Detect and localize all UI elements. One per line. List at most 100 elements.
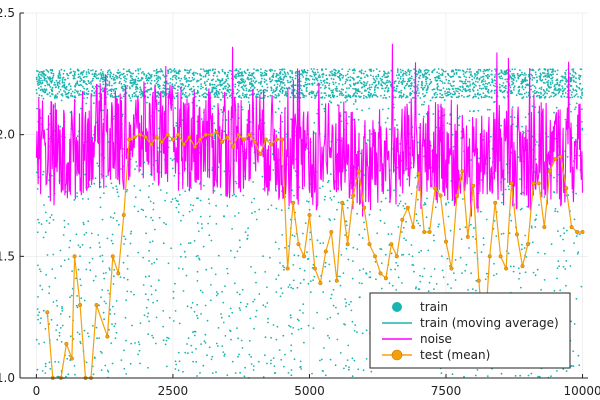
train-point xyxy=(471,83,474,85)
train-point xyxy=(536,268,539,271)
train-point xyxy=(417,80,420,83)
train-point xyxy=(187,83,190,86)
train-point xyxy=(381,87,384,90)
train-point xyxy=(227,77,230,80)
train-point xyxy=(302,76,305,78)
train-point xyxy=(37,318,39,321)
train-point xyxy=(521,125,523,128)
train-point xyxy=(87,198,90,200)
train-point xyxy=(162,310,165,312)
train-point xyxy=(249,74,252,77)
train-point xyxy=(243,95,246,98)
train-point xyxy=(82,71,84,74)
train-point xyxy=(43,204,45,206)
train-point xyxy=(333,94,336,97)
train-point xyxy=(189,204,192,206)
train-point xyxy=(102,89,105,91)
test-mean-point-19 xyxy=(154,135,159,140)
train-point xyxy=(440,96,443,99)
train-point xyxy=(112,89,115,92)
train-point xyxy=(217,70,220,73)
train-point xyxy=(369,93,372,95)
train-point xyxy=(333,74,336,77)
train-point xyxy=(452,69,454,72)
train-point xyxy=(196,375,198,377)
train-point xyxy=(480,210,482,213)
train-point xyxy=(48,292,50,295)
train-point xyxy=(220,313,222,315)
train-point xyxy=(472,90,475,92)
train-point xyxy=(477,71,479,73)
train-point xyxy=(144,83,147,85)
train-point xyxy=(63,85,66,88)
train-point xyxy=(395,74,398,77)
train-point xyxy=(90,83,92,85)
train-point xyxy=(429,99,432,102)
train-point xyxy=(175,363,178,366)
train-point xyxy=(143,314,146,317)
train-point xyxy=(126,278,129,281)
train-point xyxy=(56,338,59,341)
train-point xyxy=(468,88,471,91)
train-point xyxy=(155,70,158,72)
train-point xyxy=(240,339,243,342)
train-point xyxy=(174,360,177,363)
train-point xyxy=(245,84,247,87)
train-point xyxy=(331,90,334,92)
plot-area xyxy=(35,43,585,381)
train-point xyxy=(423,95,426,98)
train-point xyxy=(178,85,180,88)
train-point xyxy=(102,80,104,83)
train-point xyxy=(273,372,276,375)
train-point xyxy=(317,75,320,78)
train-point xyxy=(296,286,299,289)
train-point xyxy=(252,369,255,371)
train-point xyxy=(77,268,80,271)
train-point xyxy=(44,231,47,234)
train-point xyxy=(213,122,216,125)
train-point xyxy=(551,76,554,79)
train-point xyxy=(386,84,388,87)
train-point xyxy=(328,82,331,85)
train-point xyxy=(225,92,228,95)
train-point xyxy=(444,90,446,93)
train-point xyxy=(558,265,560,267)
train-point xyxy=(549,81,552,84)
train-point xyxy=(477,72,479,75)
train-point xyxy=(65,96,68,98)
train-point xyxy=(213,72,215,75)
train-point xyxy=(347,70,349,73)
train-point xyxy=(132,72,135,75)
train-point xyxy=(259,83,262,85)
train-point xyxy=(71,90,74,93)
train-point xyxy=(89,246,92,249)
train-point xyxy=(581,121,583,123)
train-point xyxy=(572,68,575,70)
train-point xyxy=(248,89,251,91)
train-point xyxy=(225,78,228,81)
train-point xyxy=(546,81,549,84)
train-point xyxy=(63,78,66,81)
train-point xyxy=(226,267,229,270)
train-point xyxy=(102,90,104,93)
train-point xyxy=(189,80,191,83)
train-point xyxy=(199,289,202,292)
train-point xyxy=(235,73,238,76)
train-point xyxy=(421,103,423,106)
train-point xyxy=(348,368,350,371)
train-point xyxy=(332,288,335,291)
train-point xyxy=(101,289,104,291)
train-point xyxy=(178,322,181,325)
train-point xyxy=(443,70,445,73)
train-point xyxy=(344,298,347,300)
train-point xyxy=(272,96,275,98)
train-point xyxy=(309,291,312,294)
train-point xyxy=(83,79,85,82)
train-point xyxy=(554,94,556,97)
train-point xyxy=(61,78,64,81)
train-point xyxy=(526,205,529,208)
train-point xyxy=(81,244,84,246)
train-point xyxy=(465,76,467,79)
train-point xyxy=(380,262,383,264)
train-point xyxy=(69,85,72,88)
